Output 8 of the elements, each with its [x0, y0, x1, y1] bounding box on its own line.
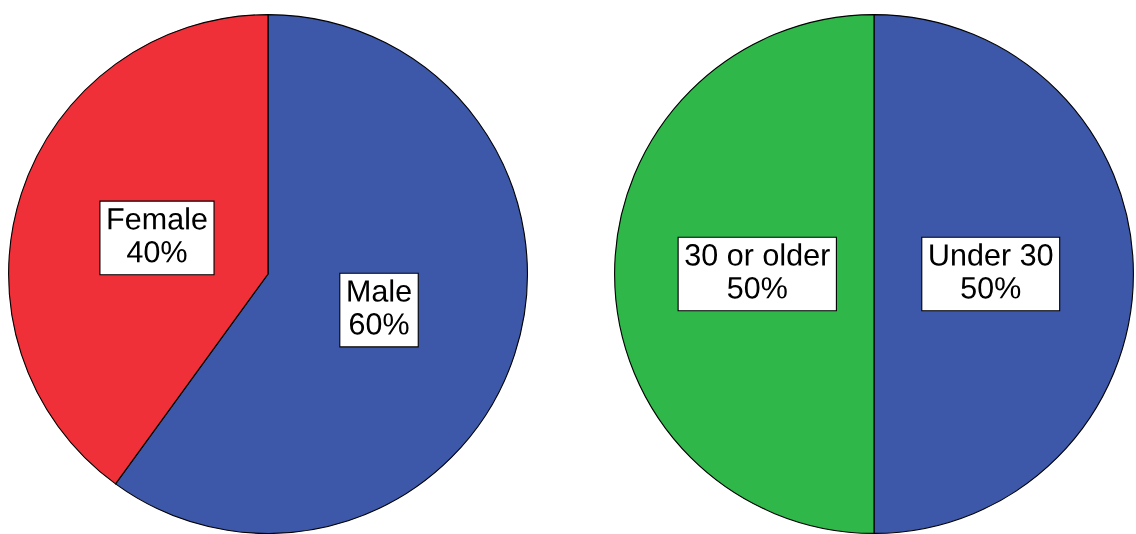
- slice-label: 30 or older: [685, 243, 830, 266]
- slice-label: Under 30: [930, 243, 1053, 266]
- data-label: 50%: [961, 277, 1021, 299]
- slice-label: Male: [348, 279, 411, 302]
- data-label: 60%: [349, 313, 409, 335]
- data-label: 40%: [127, 240, 187, 263]
- slice-label: Female: [108, 207, 207, 230]
- data-label: 50%: [727, 277, 787, 299]
